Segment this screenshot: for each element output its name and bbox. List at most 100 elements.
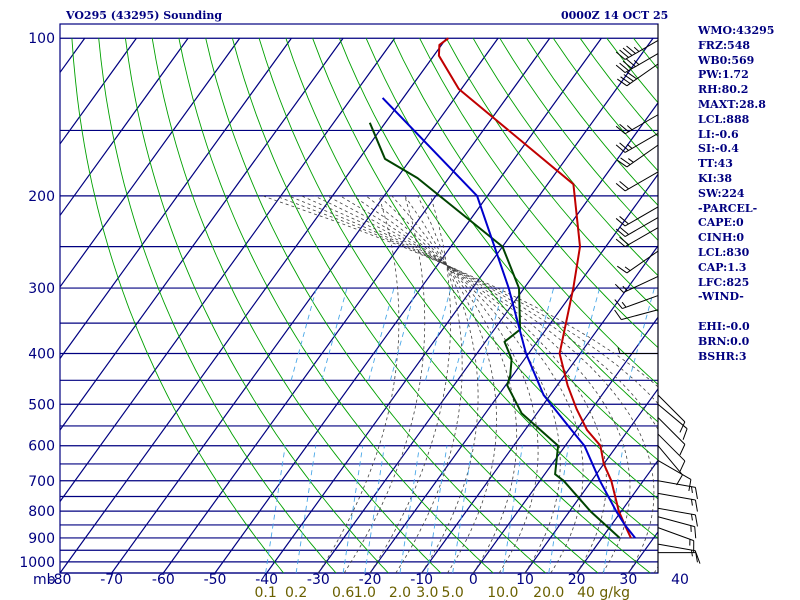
stat-item: LCL:888 bbox=[698, 112, 750, 126]
moist-adiabat bbox=[327, 195, 607, 574]
wind-barb bbox=[615, 40, 659, 60]
stat-item: KI:38 bbox=[698, 171, 733, 185]
wind-barb-feather bbox=[619, 216, 629, 225]
wind-barb-staff bbox=[657, 394, 686, 423]
wind-barb-feather bbox=[626, 45, 636, 54]
wind-barb-feather bbox=[619, 180, 629, 190]
wind-barb-feather bbox=[615, 218, 626, 227]
moist-adiabat bbox=[288, 195, 659, 574]
dry-adiabat bbox=[499, 37, 659, 241]
stat-item bbox=[698, 305, 774, 320]
dry-adiabat bbox=[98, 38, 337, 574]
isotherm-line bbox=[59, 37, 447, 574]
mixing-ratio-line bbox=[628, 287, 655, 381]
wind-barb-staff bbox=[624, 206, 659, 227]
wind-barb-half-feather bbox=[621, 301, 627, 308]
wind-barb-half-feather bbox=[626, 125, 633, 131]
mixing-ratio-label: 5.0 bbox=[442, 585, 464, 600]
wind-barb-staff bbox=[657, 417, 686, 445]
pressure-tick-label: 100 bbox=[28, 31, 55, 47]
wind-barb-staff bbox=[624, 114, 659, 135]
wind-barb-feather bbox=[694, 514, 698, 527]
wind-barb-staff bbox=[624, 227, 659, 248]
isotherm-line bbox=[59, 37, 189, 216]
stat-item: EHI:-0.0 bbox=[698, 319, 750, 333]
wind-barb-feather bbox=[679, 421, 686, 433]
dry-adiabat bbox=[178, 38, 494, 574]
mixing-ratio-line bbox=[389, 287, 417, 381]
isotherm-line bbox=[111, 37, 499, 574]
mixing-ratio-line bbox=[364, 445, 385, 574]
wind-barb-feather bbox=[676, 474, 683, 486]
mixing-ratio-label: 3.0 bbox=[416, 585, 438, 600]
stat-item: MAXT:28.8 bbox=[698, 97, 766, 111]
wind-barb-staff bbox=[657, 507, 696, 516]
wind-barb-staff bbox=[657, 459, 692, 480]
moist-adiabat bbox=[275, 195, 659, 404]
wind-barb bbox=[657, 507, 698, 527]
wind-barb-feather bbox=[619, 226, 629, 235]
temperature-tick-label: -70 bbox=[100, 572, 123, 588]
wind-barb-half-feather bbox=[690, 486, 693, 494]
dry-adiabat bbox=[606, 37, 659, 103]
wind-barb-feather bbox=[679, 444, 686, 456]
moist-adiabat bbox=[339, 195, 584, 574]
stat-item: CAPE:0 bbox=[698, 216, 744, 230]
wind-barb-half-feather bbox=[626, 143, 633, 149]
wind-barb-feather bbox=[614, 283, 624, 293]
wind-barb-feather bbox=[619, 49, 629, 58]
mixing-ratio-line bbox=[321, 287, 348, 381]
stat-item: SW:224 bbox=[698, 186, 745, 200]
isotherm-line bbox=[59, 37, 292, 359]
pressure-tick-label: 400 bbox=[28, 347, 55, 363]
wind-barb-feather bbox=[619, 123, 629, 133]
wind-barb-feather bbox=[623, 74, 634, 82]
isotherm-line bbox=[59, 37, 86, 73]
mixing-ratio-line bbox=[527, 287, 555, 381]
wind-barb-feather bbox=[616, 78, 628, 87]
wind-barb-staff bbox=[626, 63, 659, 87]
wind-barb-staff bbox=[657, 445, 683, 476]
mixing-ratio-label: 1.0 bbox=[354, 585, 376, 600]
mixing-ratio-line bbox=[290, 287, 317, 381]
pressure-tick-label: 600 bbox=[28, 439, 55, 455]
wind-barb-staff bbox=[622, 295, 659, 310]
temperature-tick-label: -40 bbox=[255, 572, 278, 588]
stat-item: CINH:0 bbox=[698, 231, 745, 245]
mixing-ratio-line bbox=[265, 445, 286, 574]
wind-barb-feather bbox=[622, 60, 633, 69]
wind-barb-half-feather bbox=[617, 347, 621, 354]
mixing-ratio-line bbox=[368, 287, 395, 381]
moist-adiabat bbox=[378, 195, 518, 574]
wind-barb bbox=[615, 206, 659, 227]
wind-barb-feather bbox=[694, 526, 697, 539]
wind-barb-staff bbox=[624, 133, 659, 153]
temperature-line bbox=[437, 37, 632, 539]
dry-adiabat bbox=[151, 38, 442, 574]
wind-barb-feather bbox=[626, 58, 636, 67]
moist-adiabat bbox=[314, 195, 631, 574]
isotherm-line bbox=[59, 37, 344, 431]
wind-barb bbox=[658, 552, 701, 564]
dry-adiabat bbox=[71, 38, 284, 574]
wind-barb-feather bbox=[688, 479, 692, 492]
wind-barb-half-feather bbox=[633, 60, 640, 65]
wind-barb-feather bbox=[615, 125, 626, 135]
wind-barb-half-feather bbox=[690, 550, 693, 557]
wind-barb-feather bbox=[620, 157, 631, 166]
pressure-tick-label: 200 bbox=[28, 189, 55, 205]
wind-barb bbox=[615, 114, 659, 135]
mixing-ratio-line bbox=[295, 445, 317, 574]
moist-adiabat bbox=[317, 195, 400, 574]
wind-barb-feather bbox=[614, 299, 623, 309]
wind-barb bbox=[614, 295, 659, 310]
stat-item: FRZ:548 bbox=[698, 38, 751, 52]
wind-barb bbox=[657, 433, 686, 472]
wind-barb bbox=[657, 459, 692, 492]
moist-adiabat bbox=[369, 195, 452, 574]
mixing-ratio-line bbox=[548, 445, 569, 574]
wind-barb bbox=[615, 217, 659, 237]
parcel-line bbox=[381, 97, 636, 539]
wind-barb-feather bbox=[619, 236, 629, 246]
